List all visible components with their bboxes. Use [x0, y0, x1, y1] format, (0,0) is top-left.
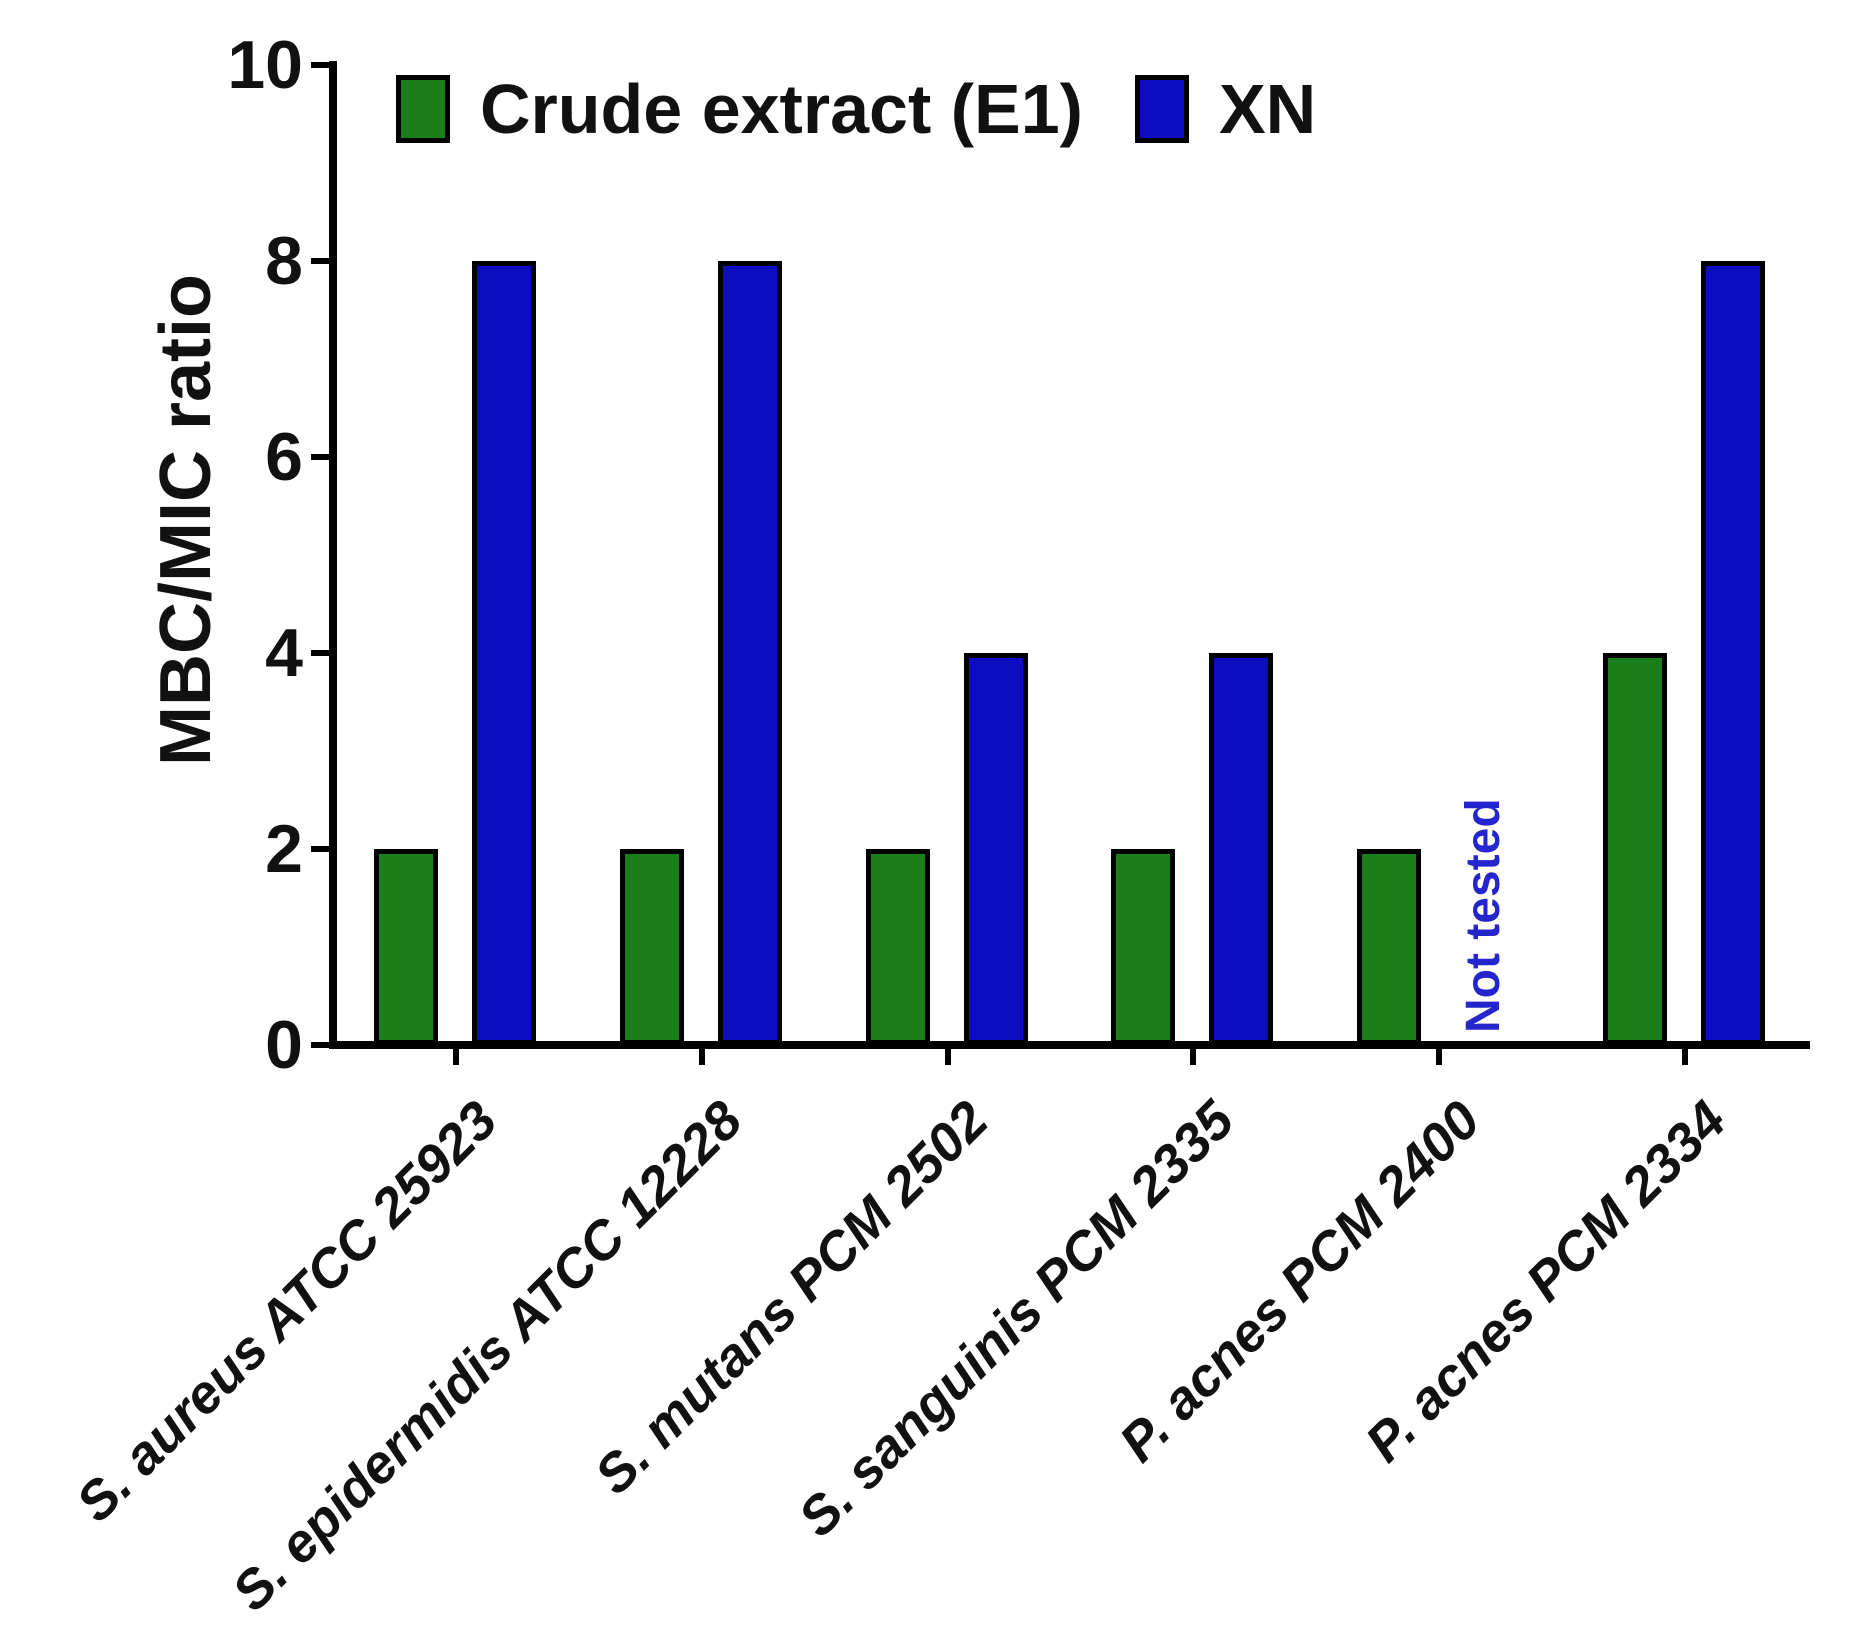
- x-tick: [1436, 1049, 1443, 1065]
- bar-crude-extract-4: [1357, 849, 1422, 1045]
- x-tick: [1190, 1049, 1197, 1065]
- x-tick: [1681, 1049, 1688, 1065]
- x-axis-line: [329, 1041, 1810, 1049]
- y-tick-label: 6: [265, 419, 303, 495]
- bar-crude-extract-1: [619, 849, 684, 1045]
- legend-label-xn: XN: [1218, 70, 1317, 148]
- legend: Crude extract (E1) XN: [396, 74, 1316, 144]
- legend-item-crude-extract: Crude extract (E1): [396, 74, 1083, 144]
- legend-swatch-crude-extract: [396, 75, 450, 143]
- legend-label-crude-extract: Crude extract (E1): [480, 70, 1083, 148]
- bar-crude-extract-5: [1602, 653, 1667, 1045]
- bar-xn-1: [717, 261, 782, 1045]
- y-tick-label: 8: [265, 223, 303, 299]
- bar-crude-extract-2: [865, 849, 930, 1045]
- bar-xn-0: [471, 261, 536, 1045]
- x-axis-label: S. aureus ATCC 25923: [64, 1089, 509, 1534]
- x-tick: [944, 1049, 951, 1065]
- x-axis-label: S. sanguinis PCM 2335: [787, 1089, 1246, 1549]
- y-tick-label: 10: [227, 27, 303, 103]
- y-tick-label: 4: [265, 615, 303, 691]
- y-axis-title: MBC/MIC ratio: [146, 274, 226, 766]
- not-tested-label: Not tested: [1457, 798, 1511, 1033]
- bar-xn-2: [963, 653, 1028, 1045]
- bar-xn-3: [1209, 653, 1274, 1045]
- x-axis-label: S. epidermidis ATCC 12228: [221, 1089, 755, 1623]
- y-tick: [311, 846, 329, 852]
- y-tick-label: 0: [265, 1007, 303, 1083]
- y-tick: [311, 1042, 329, 1048]
- bar-crude-extract-0: [373, 849, 438, 1045]
- y-tick: [311, 454, 329, 460]
- y-tick: [311, 62, 329, 68]
- bar-xn-5: [1700, 261, 1765, 1045]
- y-tick: [311, 650, 329, 656]
- x-tick: [452, 1049, 459, 1065]
- y-tick: [311, 258, 329, 264]
- y-axis-line: [329, 61, 337, 1049]
- legend-swatch-xn: [1134, 75, 1189, 143]
- x-tick: [698, 1049, 705, 1065]
- bar-crude-extract-3: [1111, 849, 1176, 1045]
- legend-item-xn: XN: [1134, 70, 1317, 148]
- y-tick-label: 2: [265, 811, 303, 887]
